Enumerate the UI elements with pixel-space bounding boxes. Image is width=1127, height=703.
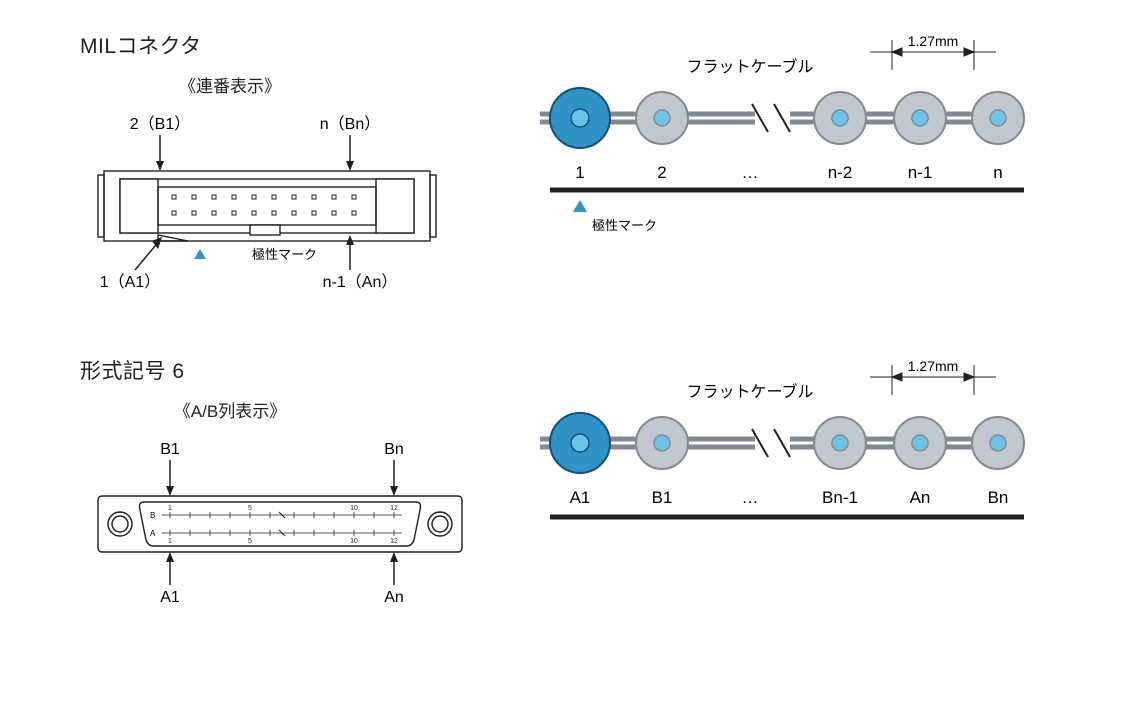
row-b-label: B [150, 511, 155, 520]
label-top-right: Bn [384, 441, 404, 458]
polarity-label: 極性マーク [252, 247, 317, 262]
cable-title: フラットケーブル [686, 57, 813, 76]
section-subtitle: 《連番表示》 [80, 72, 380, 97]
polarity-mark-icon [194, 249, 206, 259]
row-a-label: A [150, 529, 156, 538]
pitch-value: 1.27mm [908, 358, 959, 374]
cable-label: … [742, 488, 759, 507]
scale-labels: 1 5 10 12 1 5 10 12 [168, 505, 398, 545]
cable-label: Bn-1 [822, 488, 858, 507]
section-mil: MILコネクタ 《連番表示》 2（B1） n（Bn） [80, 30, 1047, 305]
section-title: MILコネクタ [80, 30, 480, 60]
label-top-left: 2（B1） [130, 115, 190, 133]
flat-cable-1-svg: 1.27mm フラットケーブル [540, 30, 1030, 240]
conductor-6 [972, 92, 1024, 144]
conductor-Bn [972, 417, 1024, 469]
cable-label: n-1 [908, 163, 933, 182]
ab-connector-svg: B1 Bn B A [80, 440, 480, 610]
cable-title: フラットケーブル [686, 382, 813, 401]
label-bottom-left: A1 [160, 589, 180, 606]
svg-text:5: 5 [248, 505, 252, 512]
cable-label: An [910, 488, 931, 507]
flat-cable-panel-2: 1.27mm フラットケーブル [540, 355, 1030, 535]
section-ab: 形式記号 6 《A/B列表示》 B1 Bn B A [80, 355, 1047, 610]
conductor-Bn1 [814, 417, 866, 469]
label-bottom-left: 1（A1） [100, 273, 160, 291]
svg-text:5: 5 [248, 538, 252, 545]
svg-text:12: 12 [390, 538, 398, 545]
conductor-1 [550, 88, 610, 148]
conductor-5 [894, 92, 946, 144]
polarity-label: 極性マーク [592, 218, 657, 233]
conductor-2 [636, 92, 688, 144]
label-top-right: n（Bn） [320, 115, 380, 133]
mil-connector-panel: MILコネクタ 《連番表示》 2（B1） n（Bn） [80, 30, 480, 305]
svg-text:10: 10 [350, 538, 358, 545]
cable-wires [540, 104, 1020, 132]
cable-wires [540, 429, 1020, 457]
polarity-mark-icon [573, 200, 587, 212]
svg-text:1: 1 [168, 538, 172, 545]
cable-label: 1 [575, 163, 584, 182]
cable-label: n-2 [828, 163, 853, 182]
cable-label: 2 [657, 163, 666, 182]
cable-label: B1 [652, 488, 673, 507]
cable-label: … [742, 163, 759, 182]
conductor-A1 [550, 413, 610, 473]
flat-cable-panel-1: 1.27mm フラットケーブル [540, 30, 1030, 240]
tick-marks [170, 512, 394, 536]
ab-connector-panel: 形式記号 6 《A/B列表示》 B1 Bn B A [80, 355, 480, 610]
flat-cable-2-svg: 1.27mm フラットケーブル [540, 355, 1030, 535]
svg-text:1: 1 [168, 505, 172, 512]
label-top-left: B1 [160, 441, 180, 458]
svg-text:12: 12 [390, 505, 398, 512]
conductor-An [894, 417, 946, 469]
label-bottom-right: n-1（An） [323, 273, 398, 291]
label-bottom-right: An [384, 589, 404, 606]
conductor-B1 [636, 417, 688, 469]
section-title: 形式記号 6 [80, 355, 480, 385]
section-subtitle: 《A/B列表示》 [80, 397, 380, 422]
cable-label: A1 [570, 488, 591, 507]
pin-row [172, 195, 356, 215]
conductor-4 [814, 92, 866, 144]
cable-label: n [993, 163, 1002, 182]
mil-connector-svg: 2（B1） n（Bn） [80, 115, 480, 305]
cable-label: Bn [988, 488, 1009, 507]
pitch-value: 1.27mm [908, 33, 959, 49]
svg-text:10: 10 [350, 505, 358, 512]
